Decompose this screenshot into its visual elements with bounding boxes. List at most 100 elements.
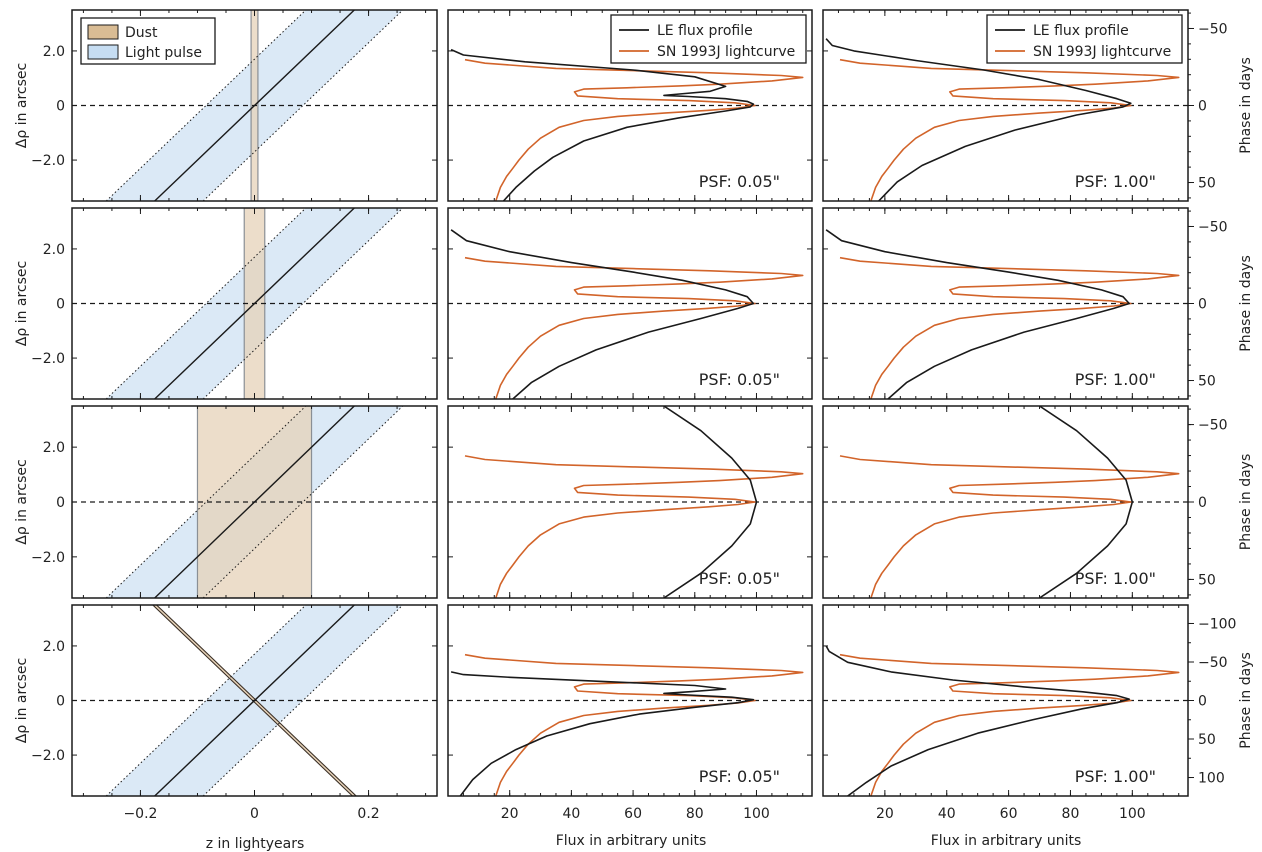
psf-label: PSF: 0.05" (699, 569, 780, 588)
phase-axis-label: Phase in days (1238, 652, 1254, 749)
flux-panel-content (448, 229, 812, 399)
sn-lightcurve-line (464, 58, 804, 201)
psf-label: PSF: 1.00" (1075, 767, 1156, 786)
sn-lightcurve-line (839, 58, 1180, 201)
le-flux-profile-line (1039, 406, 1134, 598)
geometry-panel-content (72, 10, 437, 201)
y-tick-label: −2.0 (31, 550, 65, 566)
y-tick-label: 2.0 (43, 44, 65, 60)
legend-label-dust: Dust (125, 25, 158, 41)
phase-tick-label: 0 (1198, 297, 1207, 313)
psf-label: PSF: 0.05" (699, 767, 780, 786)
y-axis-label: Δρ in arcsec (14, 261, 30, 346)
psf-label: PSF: 1.00" (1075, 569, 1156, 588)
flux-panel-row-3-col-1: PSF: 0.05" (447, 405, 813, 599)
flux-panel-content (823, 645, 1188, 796)
phase-tick-label: 50 (1198, 732, 1216, 748)
flux-panel-row-2-col-1: PSF: 0.05" (447, 207, 813, 400)
y-tick-label: 2.0 (43, 639, 65, 655)
phase-tick-label: 50 (1198, 374, 1216, 390)
legend-left: Dust Light pulse (80, 17, 216, 65)
x-tick-label: 100 (1119, 806, 1146, 822)
y-tick-label: 2.0 (43, 440, 65, 456)
legend-swatch-dust (87, 24, 119, 40)
psf-label: PSF: 0.05" (699, 172, 780, 191)
psf-label: PSF: 1.00" (1075, 172, 1156, 191)
x-tick-label: 60 (1000, 806, 1018, 822)
flux-panel-row-4-col-2: 20 40 60 80 100 PSF: 1.00" −100 −50 0 50 100 Phase … (822, 604, 1254, 822)
sn-lightcurve-line (839, 653, 1180, 796)
le-flux-profile-line (663, 406, 758, 598)
x-tick-label: 40 (938, 806, 956, 822)
legend-swatch-light-pulse (87, 44, 119, 60)
x-tick-label: 60 (624, 806, 642, 822)
flux-panel-content (448, 406, 812, 598)
y-axis-label: Δρ in arcsec (14, 63, 30, 148)
flux-panel-content (448, 48, 812, 201)
y-tick-label: −2.0 (31, 351, 65, 367)
x-axis-label-left: z in lightyears (206, 836, 305, 852)
legend-label-light-pulse: Light pulse (125, 45, 202, 61)
x-tick-label: 0 (250, 806, 259, 822)
y-axis-label: Δρ in arcsec (14, 459, 30, 544)
sn-lightcurve-line (464, 256, 804, 399)
x-axis-label-mid: Flux in arbitrary units (556, 833, 707, 849)
phase-tick-label: −50 (1198, 418, 1228, 434)
phase-tick-label: 0 (1198, 694, 1207, 710)
phase-tick-label: 100 (1198, 771, 1225, 787)
geometry-panel-row-2: 2.0 0 −2.0Δρ in arcsec (14, 207, 438, 400)
psf-label: PSF: 0.05" (699, 370, 780, 389)
flux-panel-content (823, 229, 1188, 399)
le-flux-profile-line (825, 229, 1130, 399)
le-flux-profile-line (825, 38, 1132, 201)
y-tick-label: −2.0 (31, 153, 65, 169)
flux-panel-row-4-col-1: 20 40 60 80 100 PSF: 0.05" (447, 604, 813, 822)
flux-panel-row-3-col-2: PSF: 1.00" −50 0 50 Phase in days (822, 405, 1254, 599)
x-tick-label: 80 (686, 806, 704, 822)
sn-lightcurve-line (839, 455, 1180, 598)
legend-box (986, 14, 1183, 64)
flux-panel-row-1-col-1: PSF: 0.05" (447, 9, 813, 202)
le-flux-profile-line (450, 229, 755, 399)
phase-tick-label: −50 (1198, 655, 1228, 671)
phase-axis-label: Phase in days (1238, 454, 1254, 551)
le-flux-profile-line (450, 48, 755, 201)
phase-axis-label: Phase in days (1238, 57, 1254, 154)
x-tick-label: 100 (743, 806, 770, 822)
geometry-panel-row-3: 2.0 0 −2.0Δρ in arcsec (14, 405, 438, 599)
x-tick-label: 40 (562, 806, 580, 822)
x-tick-label: 80 (1062, 806, 1080, 822)
y-tick-label: −2.0 (31, 748, 65, 764)
phase-tick-label: 50 (1198, 572, 1216, 588)
legend-label-le: LE flux profile (657, 23, 753, 39)
y-tick-label: 2.0 (43, 242, 65, 258)
geometry-panel-row-1: 2.0 0 −2.0Δρ in arcsec (14, 9, 438, 202)
phase-tick-label: 0 (1198, 99, 1207, 115)
y-tick-label: 0 (56, 297, 65, 313)
x-tick-label: 20 (501, 806, 519, 822)
legend-label-sn: SN 1993J lightcurve (1033, 44, 1171, 60)
geometry-panel-row-4: 2.0 0 −2.0 −0.2 0 0.2 Δρ in arcsec (14, 604, 438, 822)
phase-tick-label: 0 (1198, 495, 1207, 511)
x-tick-label: 0.2 (357, 806, 379, 822)
legend-box (610, 14, 807, 64)
flux-panel-row-2-col-2: PSF: 1.00" −50 0 50 Phase in days (822, 207, 1254, 400)
legend-flux-col-2: LE flux profile SN 1993J lightcurve (986, 14, 1183, 64)
y-tick-label: 0 (56, 694, 65, 710)
x-tick-label: −0.2 (123, 806, 157, 822)
legend-flux-col-1: LE flux profile SN 1993J lightcurve (610, 14, 807, 64)
legend-label-le: LE flux profile (1033, 23, 1129, 39)
phase-tick-label: −50 (1198, 21, 1228, 37)
flux-panel-row-1-col-2: PSF: 1.00" −50 0 50 Phase in days (822, 9, 1254, 202)
x-axis-label-right: Flux in arbitrary units (931, 833, 1082, 849)
sn-lightcurve-line (464, 455, 804, 598)
y-axis-label: Δρ in arcsec (14, 658, 30, 743)
y-tick-label: 0 (56, 495, 65, 511)
geometry-panel-content (72, 406, 437, 598)
phase-tick-label: −50 (1198, 219, 1228, 235)
phase-tick-label: 50 (1198, 176, 1216, 192)
le-flux-profile-line (825, 645, 1130, 796)
legend-label-sn: SN 1993J lightcurve (657, 44, 795, 60)
le-flux-profile-line (450, 671, 755, 796)
